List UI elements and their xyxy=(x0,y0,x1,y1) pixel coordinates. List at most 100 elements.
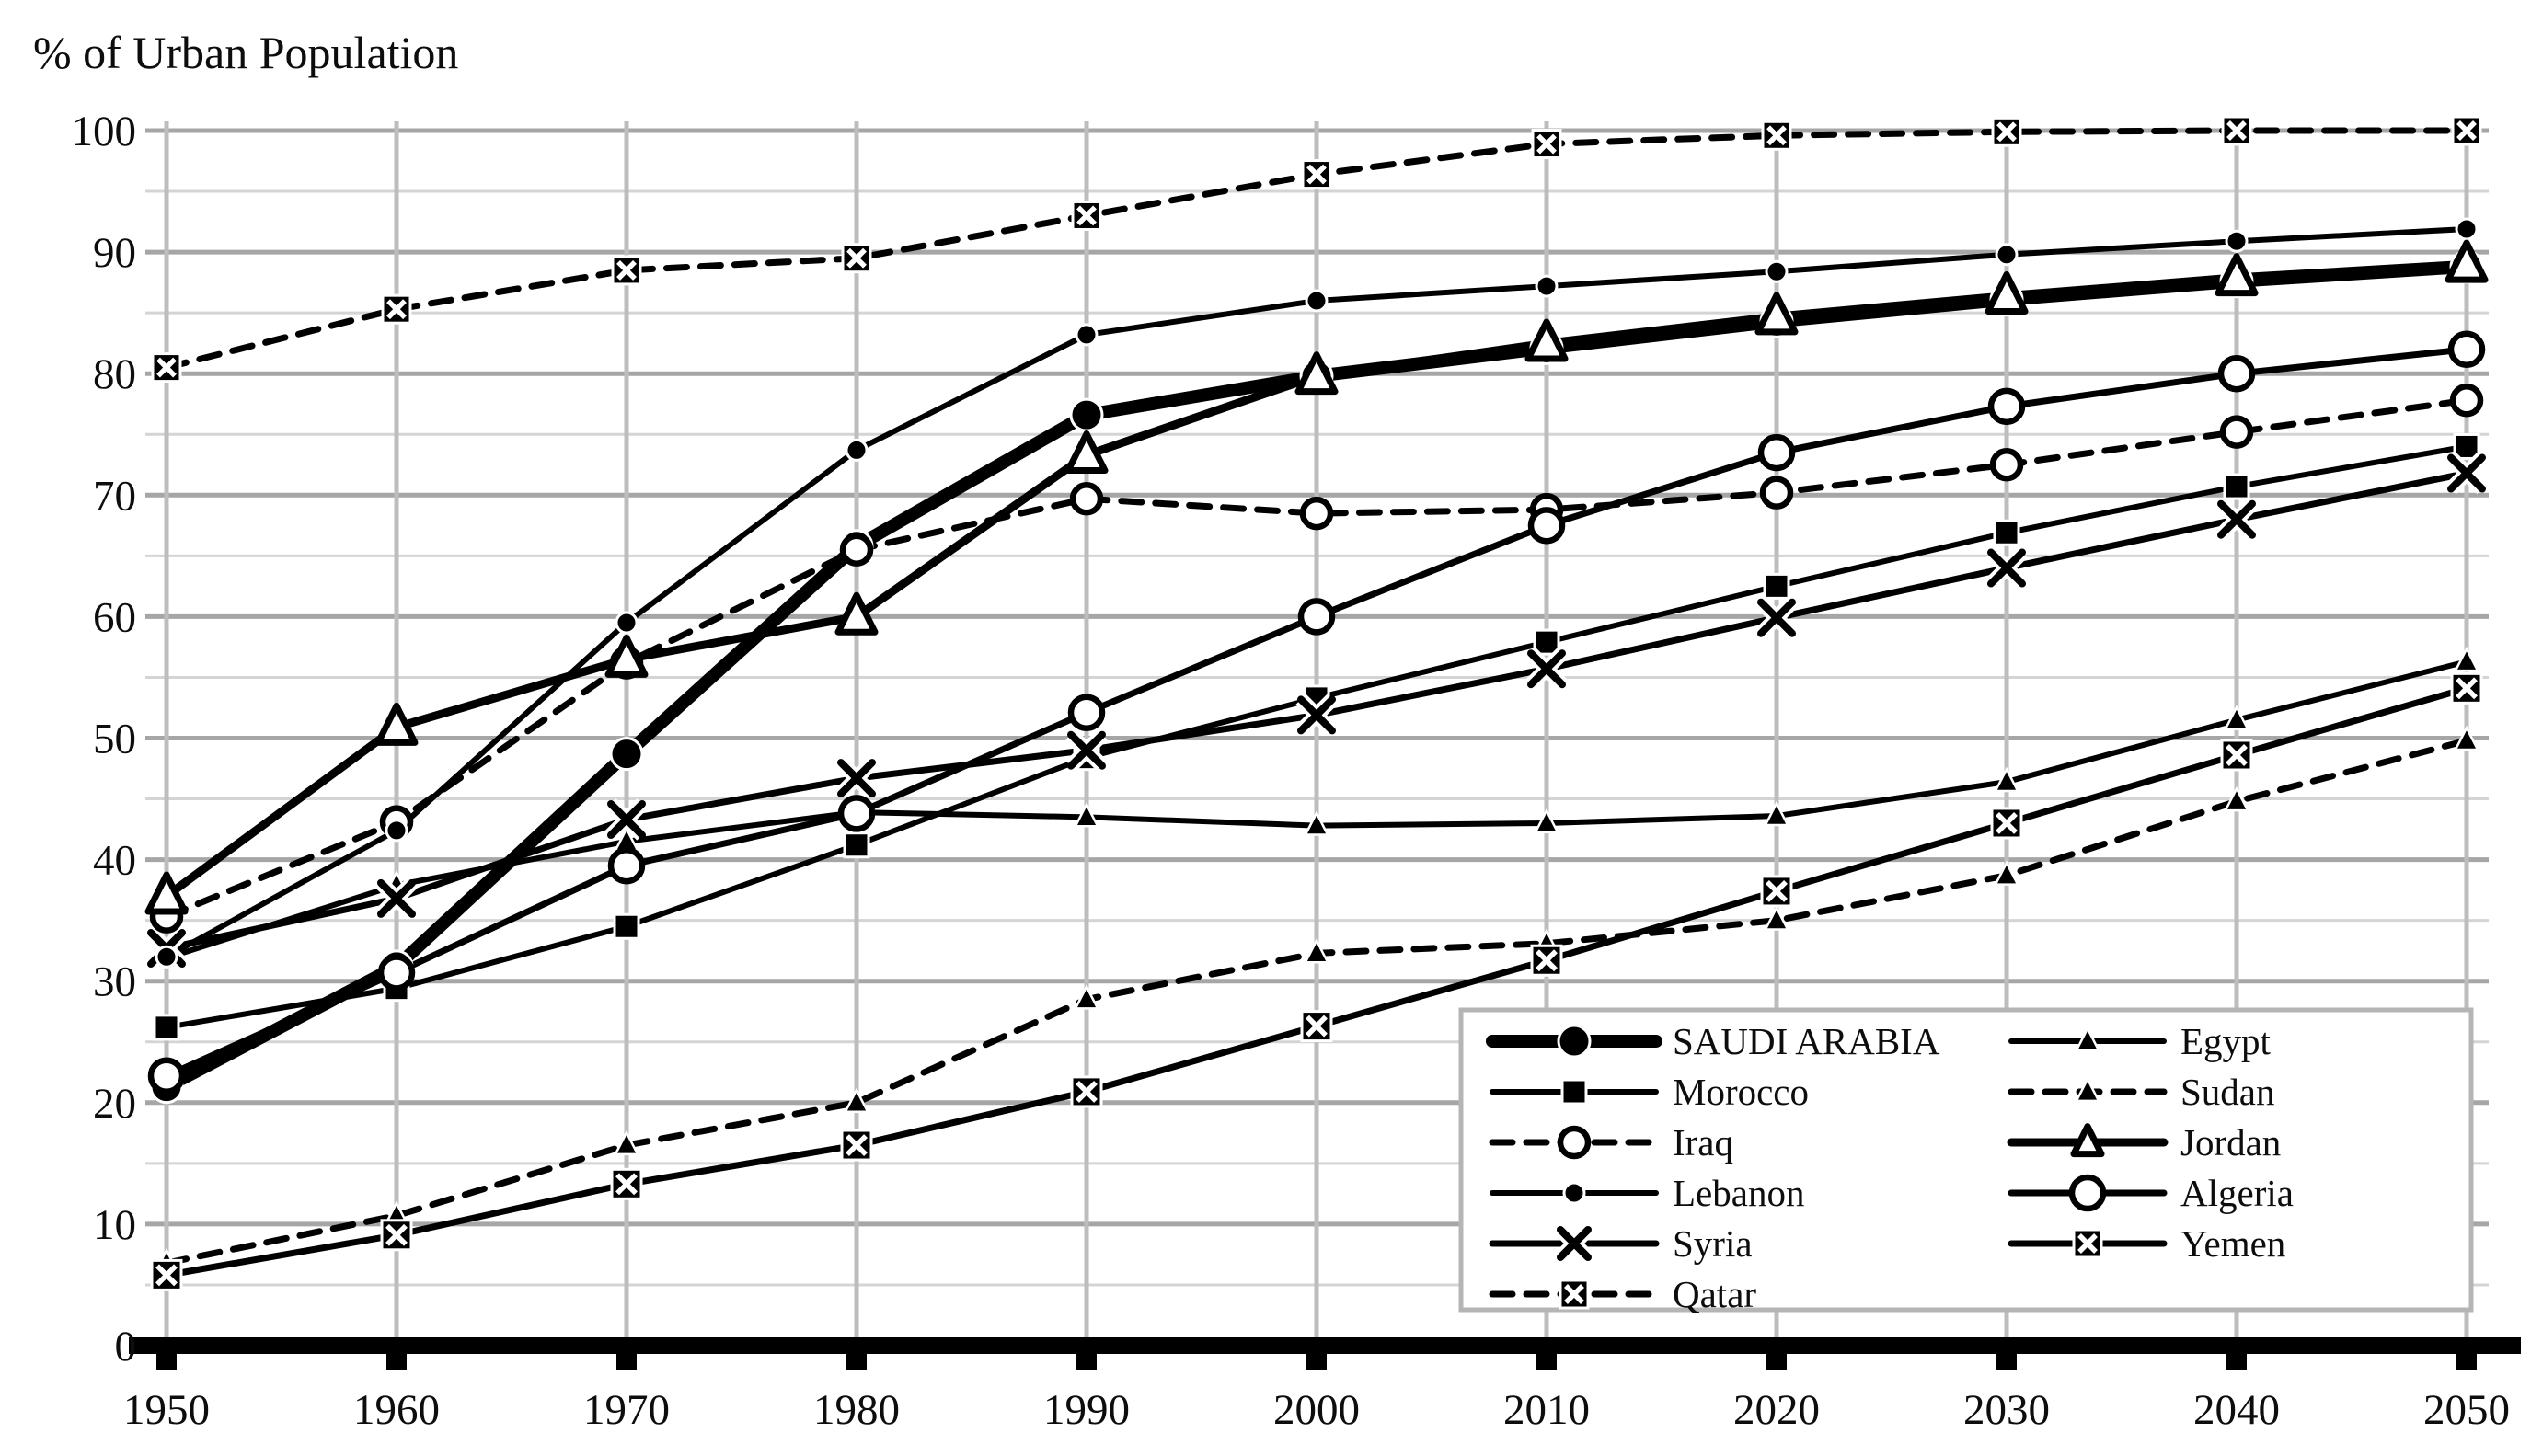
marker-yemen-2030 xyxy=(1990,807,2023,840)
marker-iraq-2030 xyxy=(1989,448,2024,482)
marker-jordan-1960 xyxy=(374,702,419,746)
marker-sudan-1980-triangle xyxy=(843,1087,870,1113)
marker-lebanon-2010-dot xyxy=(1535,274,1559,298)
y-tick-label-80: 80 xyxy=(93,350,136,398)
marker-lebanon-2020 xyxy=(1765,259,1789,283)
marker-jordan-1950 xyxy=(144,871,189,915)
legend-marker-morocco-square-icon xyxy=(1560,1078,1588,1106)
marker-algeria-1980 xyxy=(837,795,876,832)
x-axis-tick-1960 xyxy=(386,1354,407,1370)
marker-qatar-1990-box xyxy=(1071,200,1102,231)
legend-label-yemen: Yemen xyxy=(2180,1222,2285,1265)
legend-label-sudan: Sudan xyxy=(2180,1071,2275,1113)
marker-yemen-2050 xyxy=(2450,671,2483,705)
legend-item-sudan: Sudan xyxy=(2008,1071,2275,1113)
marker-egypt-2020 xyxy=(1763,800,1790,827)
marker-sudan-2050-triangle xyxy=(2453,725,2480,751)
marker-sudan-1990 xyxy=(1073,984,1100,1010)
marker-morocco-2040 xyxy=(2223,473,2250,500)
marker-jordan-1980 xyxy=(834,591,879,636)
marker-syria-2010 xyxy=(1525,648,1568,690)
marker-sudan-1970-triangle xyxy=(613,1129,640,1156)
marker-syria-1970-stroke2 xyxy=(607,800,646,840)
marker-qatar-1960 xyxy=(381,293,412,325)
marker-algeria-2010 xyxy=(1527,507,1566,545)
x-axis-line xyxy=(129,1337,2521,1354)
marker-iraq-2020-circle xyxy=(1759,476,1794,510)
legend-marker-algeria-circle-open-icon xyxy=(2068,1174,2107,1212)
x-tick-label-2000: 2000 xyxy=(1273,1386,1360,1434)
marker-qatar-1980 xyxy=(841,243,872,274)
marker-egypt-2020-triangle xyxy=(1763,800,1790,827)
marker-egypt-2010 xyxy=(1533,808,1560,834)
marker-algeria-1950 xyxy=(147,1057,186,1095)
marker-morocco-2030 xyxy=(1993,519,2020,546)
legend-marker-algeria-circle-open-icon-circle xyxy=(2068,1174,2107,1212)
marker-sudan-2030-triangle xyxy=(1993,860,2020,886)
legend-marker-syria-x-icon xyxy=(1555,1224,1593,1263)
marker-iraq-2000 xyxy=(1299,496,1334,531)
marker-yemen-1970-x2 xyxy=(615,1173,638,1196)
marker-lebanon-2030 xyxy=(1995,243,2019,267)
marker-lebanon-1990-dot xyxy=(1075,323,1099,347)
marker-morocco-2020-square xyxy=(1763,572,1790,600)
marker-sudan-1980 xyxy=(843,1087,870,1113)
marker-morocco-1950 xyxy=(153,1014,180,1041)
marker-egypt-2000-triangle xyxy=(1303,810,1330,836)
marker-jordan-2040 xyxy=(2215,253,2259,297)
marker-iraq-1980-circle xyxy=(839,533,874,567)
marker-qatar-1980-x2 xyxy=(846,247,867,269)
marker-yemen-2010 xyxy=(1530,944,1563,977)
marker-yemen-2020-x2 xyxy=(1766,880,1788,902)
x-tick-label-2030: 2030 xyxy=(1963,1386,2050,1434)
marker-qatar-1950 xyxy=(151,352,182,384)
legend-marker-qatar-boxx-icon xyxy=(1559,1278,1590,1310)
marker-jordan-2020-triangle xyxy=(1754,292,1799,336)
marker-jordan-1950-triangle xyxy=(144,871,189,915)
marker-syria-2030-stroke2 xyxy=(1987,548,2026,588)
marker-yemen-2000-x2 xyxy=(1306,1015,1328,1038)
legend-label-saudi-arabia: SAUDI ARABIA xyxy=(1673,1020,1940,1062)
marker-lebanon-1970-dot xyxy=(615,611,639,635)
marker-sudan-2040-triangle xyxy=(2223,785,2250,812)
marker-morocco-1950-square xyxy=(153,1014,180,1041)
marker-sudan-1990-triangle xyxy=(1073,984,1100,1010)
marker-syria-1990 xyxy=(1065,729,1108,772)
marker-qatar-1970 xyxy=(611,255,642,286)
legend-marker-qatar-boxx-icon-x2 xyxy=(1564,1284,1584,1304)
marker-qatar-1990-x2 xyxy=(1076,205,1097,226)
marker-qatar-2040 xyxy=(2221,115,2252,146)
marker-algeria-1960 xyxy=(377,954,416,992)
marker-sudan-2040 xyxy=(2223,785,2250,812)
marker-syria-1970 xyxy=(605,798,648,841)
marker-jordan-2030-triangle xyxy=(1985,270,2029,315)
marker-sudan-2020 xyxy=(1763,905,1790,931)
legend-marker-jordan-tri-open-icon xyxy=(2070,1123,2105,1158)
marker-algeria-1960-circle xyxy=(377,954,416,992)
marker-syria-2010-stroke2 xyxy=(1527,649,1566,689)
markers-algeria xyxy=(147,330,2486,1095)
marker-yemen-2010-x2 xyxy=(1536,949,1558,972)
x-tick-labels: 1950 1960 1970 1980 1990 2000 2010 2020 2030 2040… xyxy=(123,1386,2510,1434)
marker-saudi-arabia-1970 xyxy=(609,737,644,772)
marker-iraq-1990 xyxy=(1069,482,1104,516)
x-axis-tick-2020 xyxy=(1766,1354,1787,1370)
marker-iraq-2030-circle xyxy=(1989,448,2024,482)
marker-algeria-2050-circle xyxy=(2447,330,2486,369)
marker-iraq-2050 xyxy=(2449,384,2484,418)
legend-marker-sudan-tri-sm-icon-triangle xyxy=(2074,1076,2101,1103)
marker-sudan-2030 xyxy=(1993,860,2020,886)
marker-qatar-2050-x2 xyxy=(2456,120,2477,141)
marker-yemen-1950-x2 xyxy=(155,1264,178,1287)
x-tick-label-2010: 2010 xyxy=(1503,1386,1590,1434)
marker-lebanon-2000 xyxy=(1305,289,1329,313)
marker-egypt-2040-triangle xyxy=(2223,705,2250,730)
marker-lebanon-1980-dot xyxy=(845,438,869,462)
marker-algeria-2040 xyxy=(2217,354,2256,393)
marker-qatar-2050 xyxy=(2451,115,2482,146)
legend-marker-sudan-tri-sm-icon xyxy=(2074,1076,2101,1103)
marker-qatar-2010 xyxy=(1531,129,1562,160)
marker-algeria-2040-circle xyxy=(2217,354,2256,393)
marker-jordan-2050 xyxy=(2445,239,2489,283)
